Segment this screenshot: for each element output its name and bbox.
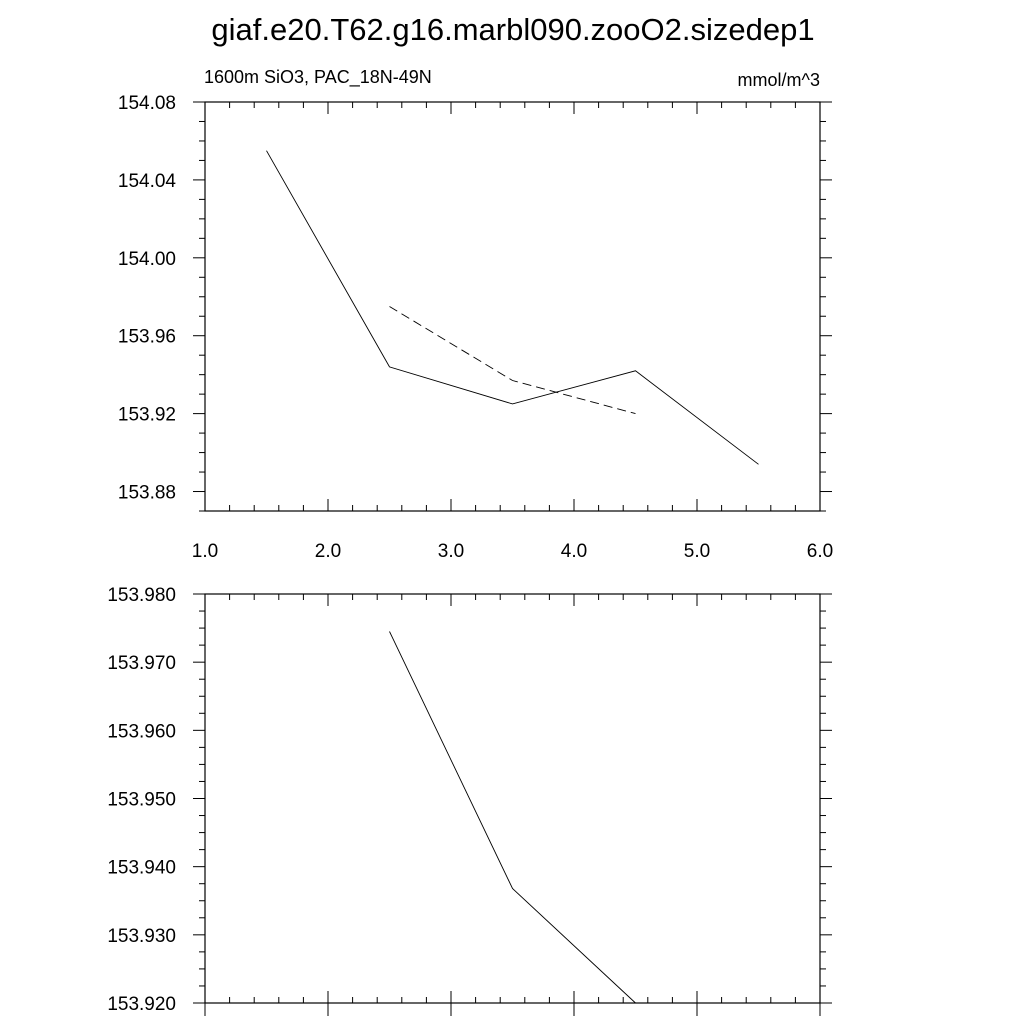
top-panel-y-tick-label: 153.92 [118,405,176,426]
bottom-panel-y-tick-label: 153.960 [107,721,176,742]
top-panel-ticks [193,101,832,512]
top-panel-y-tick-labels: 153.88 153.92 153.96 154.00 154.04 154.08 [118,93,177,504]
top-panel-y-tick-label: 153.96 [118,327,176,348]
bottom-panel-series-line-solid [389,631,636,1004]
bottom-panel-y-tick-label: 153.920 [107,994,176,1015]
top-panel-x-tick-label: 5.0 [684,541,710,562]
bottom-panel-y-tick-label: 153.980 [107,585,176,606]
top-panel-series-line-solid [266,150,759,465]
top-panel: 1600m SiO3, PAC_18N-49N mmol/m^3 1.0 2.0 3… [118,67,833,562]
bottom-panel-y-tick-label: 153.970 [107,653,176,674]
top-panel-x-tick-labels: 1.0 2.0 3.0 4.0 5.0 6.0 [192,541,833,562]
top-panel-series [266,150,759,465]
top-panel-units-label: mmol/m^3 [738,70,820,90]
bottom-panel-series [389,631,636,1004]
bottom-panel-y-tick-label: 153.940 [107,858,176,879]
top-panel-x-tick-label: 4.0 [561,541,587,562]
bottom-panel: 153.920 153.930 153.940 153.950 153.960 153.9… [107,585,832,1016]
top-panel-left-label: 1600m SiO3, PAC_18N-49N [204,67,432,88]
top-panel-y-tick-label: 154.00 [118,249,176,270]
bottom-panel-y-tick-label: 153.930 [107,926,176,947]
top-panel-y-tick-label: 154.04 [118,171,177,192]
top-panel-x-tick-label: 1.0 [192,541,218,562]
top-panel-x-tick-label: 6.0 [807,541,833,562]
top-panel-series-line-dashed [389,306,636,415]
bottom-panel-y-tick-labels: 153.920 153.930 153.940 153.950 153.960 153.9… [107,585,176,1015]
bottom-panel-ticks [193,593,832,1016]
top-panel-x-tick-label: 3.0 [438,541,464,562]
chart-title: giaf.e20.T62.g16.marbl090.zooO2.sizedep1 [211,12,814,47]
top-panel-frame [204,101,821,512]
top-panel-y-tick-label: 154.08 [118,93,176,114]
bottom-panel-y-tick-label: 153.950 [107,790,176,811]
top-panel-y-tick-label: 153.88 [118,483,176,504]
top-panel-x-tick-label: 2.0 [315,541,341,562]
bottom-panel-frame [204,593,821,1004]
